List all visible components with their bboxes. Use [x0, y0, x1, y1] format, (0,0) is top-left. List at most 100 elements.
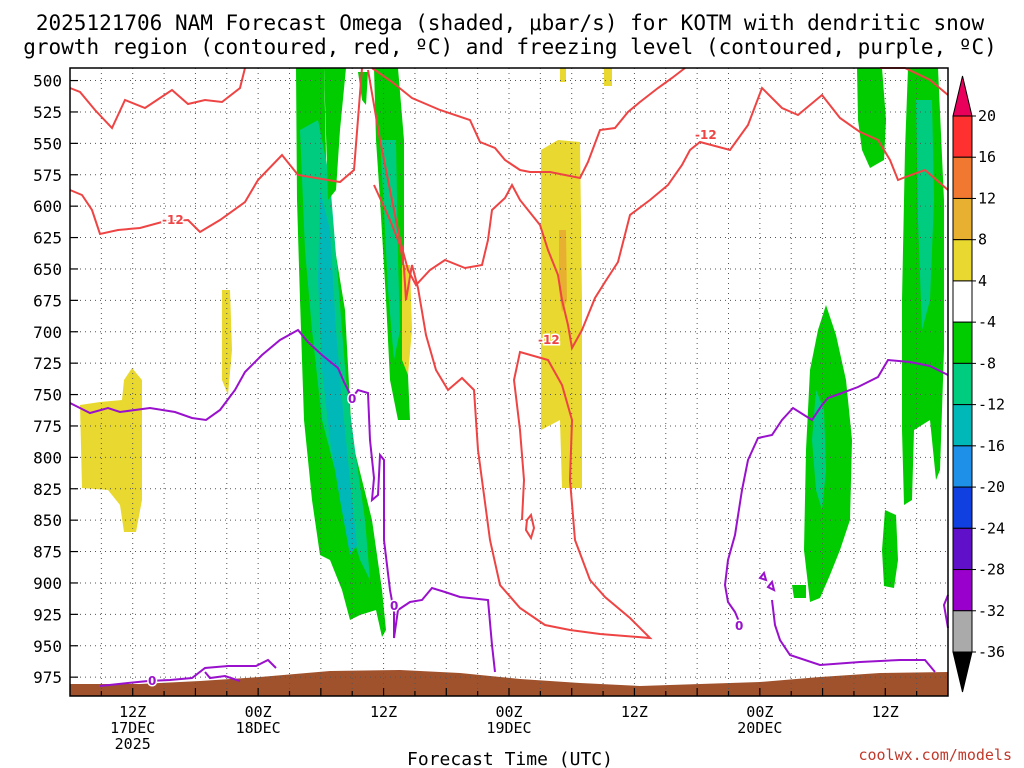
dendritic-contour	[367, 69, 949, 351]
colorbar-label: -24	[978, 519, 1005, 537]
contour-lines	[69, 67, 949, 687]
shade-green-region	[882, 510, 898, 588]
freezing-level-contour	[204, 671, 241, 682]
y-tick-label: 975	[33, 668, 62, 687]
colorbar-swatch	[952, 280, 973, 323]
chart-title-line-2: growth region (contoured, red, ºC) and f…	[23, 35, 997, 59]
colorbar-swatch	[952, 610, 973, 653]
y-tick-label: 725	[33, 354, 62, 373]
shade-green-region	[792, 585, 806, 598]
dendritic-contour	[371, 67, 686, 180]
dendritic-contour	[524, 512, 536, 541]
colorbar-label: -36	[978, 643, 1005, 661]
credit-text: coolwx.com/models	[858, 746, 1012, 764]
contour-label-freezing: 0	[348, 392, 356, 406]
x-tick-label: 2025	[115, 735, 151, 753]
shade-yellow-region	[541, 140, 582, 488]
colorbar-label: -12	[978, 396, 1005, 414]
colorbar-swatch	[952, 651, 973, 693]
x-tick-label: 12Z	[370, 703, 397, 721]
y-axis: 500 525 550 575 600 625 650 675 700 725 750 775 800 8…	[33, 72, 78, 687]
freezing-level-contour	[69, 328, 496, 673]
shade-yellow-region	[560, 68, 566, 82]
colorbar-label: -20	[978, 478, 1005, 496]
chart-title-line-1: 2025121706 NAM Forecast Omega (shaded, μ…	[36, 11, 985, 35]
colorbar-label: -28	[978, 561, 1005, 579]
shade-yellow-region	[80, 368, 142, 532]
dendritic-contour	[69, 67, 363, 236]
y-tick-label: 650	[33, 260, 62, 279]
colorbar-swatch	[952, 75, 973, 117]
y-tick-label: 950	[33, 637, 62, 656]
x-tick-label: 12Z	[119, 703, 146, 721]
dendritic-contour	[69, 67, 246, 130]
freezing-level-contour	[942, 594, 949, 629]
contour-labels: -12 -12 -12 0 0 0 0	[147, 127, 745, 690]
shade-yellow-region	[402, 265, 412, 375]
y-tick-label: 825	[33, 480, 62, 499]
x-tick-label: 00Z	[245, 703, 272, 721]
x-tick-label: 12Z	[621, 703, 648, 721]
colorbar-swatch	[952, 115, 973, 158]
y-tick-label: 500	[33, 72, 62, 91]
x-tick-label: 12Z	[872, 703, 899, 721]
x-tick-label: 19DEC	[486, 719, 531, 737]
colorbar-swatch	[952, 197, 973, 241]
freezing-level-contour	[723, 358, 949, 625]
x-tick-label: 17DEC	[110, 719, 155, 737]
shade-green-region	[324, 68, 346, 200]
y-tick-label: 550	[33, 134, 62, 153]
contour-label-dendritic: -12	[695, 128, 717, 142]
y-tick-label: 575	[33, 166, 62, 185]
colorbar-label: -4	[978, 313, 996, 331]
contour-label-dendritic: -12	[162, 213, 184, 227]
colorbar-swatch	[952, 404, 973, 447]
contour-label-freezing: 0	[148, 674, 156, 688]
contour-label-dendritic: -12	[538, 333, 560, 347]
colorbar-label: -8	[978, 354, 996, 372]
y-tick-label: 525	[33, 103, 62, 122]
colorbar-swatch	[952, 321, 973, 364]
y-tick-label: 875	[33, 543, 62, 562]
x-axis-label: Forecast Time (UTC)	[407, 749, 613, 768]
shade-green-region	[804, 305, 852, 602]
y-tick-label: 700	[33, 323, 62, 342]
shade-yellow-region	[604, 68, 612, 86]
colorbar-swatch	[952, 156, 973, 199]
y-tick-label: 675	[33, 291, 62, 310]
y-tick-label: 850	[33, 511, 62, 530]
x-tick-label: 18DEC	[236, 719, 281, 737]
colorbar-label: 16	[978, 148, 996, 166]
y-tick-label: 750	[33, 386, 62, 405]
colorbar-label: -16	[978, 437, 1005, 455]
dendritic-contour	[373, 184, 653, 640]
shade-teal-region	[380, 140, 400, 360]
colorbar-swatch	[952, 362, 973, 406]
colorbar-swatch	[952, 239, 973, 282]
shade-cyan-region	[318, 190, 357, 555]
y-tick-label: 800	[33, 448, 62, 467]
freezing-level-contour	[771, 599, 936, 673]
freezing-level-contour	[99, 658, 277, 687]
y-tick-label: 625	[33, 229, 62, 248]
freezing-level-contour	[758, 570, 776, 592]
shade-green-region	[857, 68, 886, 168]
colorbar-label: 12	[978, 189, 996, 207]
y-tick-label: 775	[33, 417, 62, 436]
y-tick-label: 600	[33, 197, 62, 216]
colorbar-swatch	[952, 486, 973, 529]
y-tick-label: 925	[33, 605, 62, 624]
x-tick-label: 00Z	[495, 703, 522, 721]
shade-yellow-region	[222, 290, 232, 395]
y-tick-label: 900	[33, 574, 62, 593]
colorbar-label: -32	[978, 602, 1005, 620]
colorbar-label: 20	[978, 107, 996, 125]
shade-teal-region	[812, 390, 826, 510]
colorbar-swatch	[952, 445, 973, 488]
x-tick-label: 20DEC	[737, 719, 782, 737]
colorbar-label: 8	[978, 231, 987, 249]
colorbar-swatch	[952, 569, 973, 612]
